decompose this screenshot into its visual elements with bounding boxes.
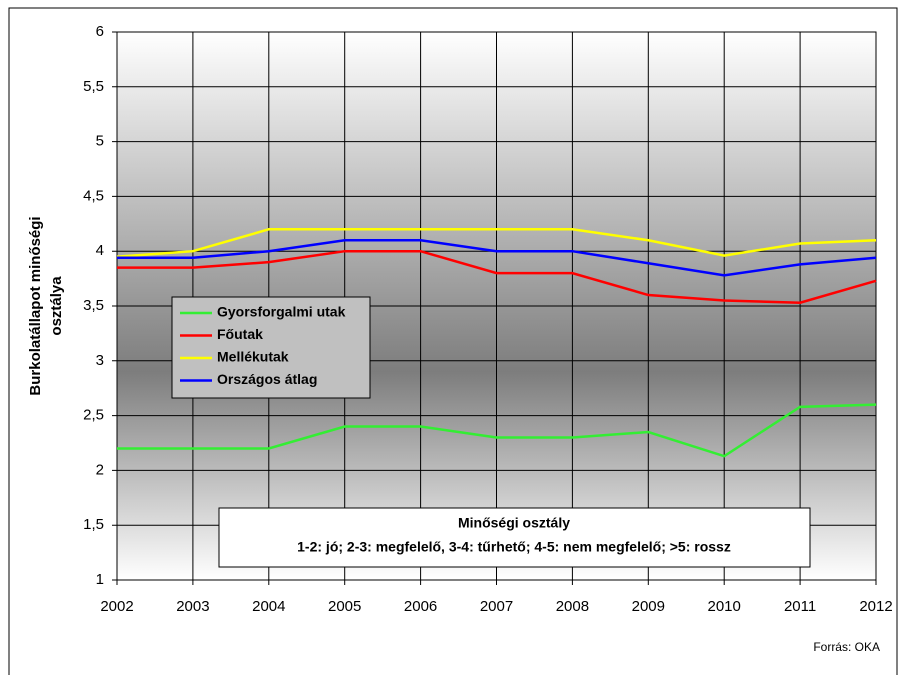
x-tick-label: 2008 — [556, 598, 589, 615]
x-tick-label: 2007 — [480, 598, 513, 615]
x-tick-label: 2004 — [252, 598, 285, 615]
annotation: Minőségi osztály 1-2: jó; 2-3: megfelelő,… — [218, 507, 811, 568]
x-tick-label: 2012 — [859, 598, 892, 615]
y-axis-title-line: osztálya — [48, 276, 65, 336]
source: Forrás: OKA — [813, 640, 880, 654]
chart-frame — [8, 7, 898, 675]
y-tick-label: 5,5 — [83, 78, 104, 95]
y-tick-label: 6 — [96, 23, 104, 40]
legend-label: Mellékutak — [217, 349, 289, 365]
series-line — [117, 403, 877, 458]
legend-label: Országos átlag — [217, 371, 317, 387]
y-tick-label: 4 — [96, 242, 104, 259]
x-tick-label: 2002 — [100, 598, 133, 615]
annotation-box — [218, 507, 811, 568]
series-line — [117, 238, 877, 277]
y-tick-label: 1 — [96, 571, 104, 588]
annotation-title: Minőségi osztály — [458, 515, 570, 531]
y-axis-title: Burkolatállapot minőségi osztálya — [27, 216, 65, 395]
x-tick-label: 2003 — [176, 598, 209, 615]
series-line — [116, 228, 877, 258]
y-tick-label: 3 — [96, 352, 104, 369]
y-tick-label: 1,5 — [83, 516, 104, 533]
legend-label: Főutak — [217, 326, 263, 342]
y-axis-title-line: Burkolatállapot minőségi — [27, 216, 44, 395]
y-tick-label: 2,5 — [83, 407, 104, 424]
x-tick-label: 2010 — [708, 598, 741, 615]
y-tick-label: 5 — [96, 133, 104, 150]
x-tick-label: 2011 — [784, 598, 816, 615]
y-tick-label: 4,5 — [83, 187, 104, 204]
legend-label: Gyorsforgalmi utak — [217, 304, 346, 320]
x-tick-label: 2009 — [632, 598, 665, 615]
plot-border — [116, 31, 877, 581]
y-tick-label: 3,5 — [83, 297, 104, 314]
x-tick-label: 2006 — [404, 598, 437, 615]
y-tick-label: 2 — [96, 461, 104, 478]
series-line — [117, 249, 877, 304]
annotation-text: 1-2: jó; 2-3: megfelelő, 3-4: tűrhető; 4… — [297, 539, 731, 555]
legend: Gyorsforgalmi utak Főutak Mellékutak Ország… — [171, 296, 371, 399]
x-tick-label: 2005 — [328, 598, 361, 615]
